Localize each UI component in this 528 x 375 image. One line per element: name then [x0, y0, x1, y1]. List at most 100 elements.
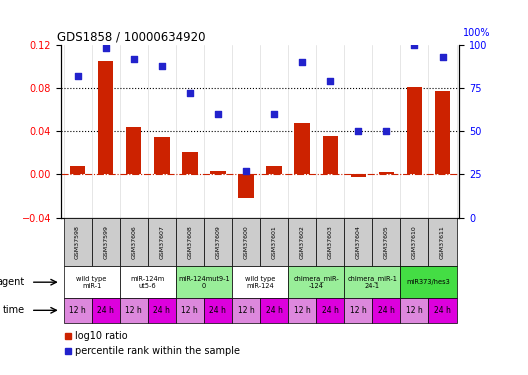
Point: [214, 111, 222, 117]
Bar: [344, 217, 372, 266]
Bar: [176, 266, 232, 298]
Point: [298, 59, 306, 65]
Point: [270, 111, 278, 117]
Text: 24 h: 24 h: [153, 306, 170, 315]
Text: GSM37611: GSM37611: [440, 225, 445, 259]
Bar: [232, 266, 288, 298]
Bar: [407, 87, 422, 174]
Bar: [148, 217, 176, 266]
Bar: [400, 266, 457, 298]
Text: wild type
miR-1: wild type miR-1: [77, 276, 107, 289]
Text: GSM37610: GSM37610: [412, 225, 417, 259]
Bar: [210, 171, 225, 174]
Text: 24 h: 24 h: [210, 306, 227, 315]
Text: 12 h: 12 h: [406, 306, 423, 315]
Point: [326, 78, 334, 84]
Bar: [63, 298, 91, 322]
Bar: [372, 217, 400, 266]
Bar: [232, 217, 260, 266]
Bar: [288, 298, 316, 322]
Bar: [238, 174, 254, 198]
Text: miR-124m
ut5-6: miR-124m ut5-6: [130, 276, 165, 289]
Bar: [126, 127, 142, 174]
Point: [382, 128, 391, 134]
Bar: [316, 298, 344, 322]
Text: GSM37606: GSM37606: [131, 225, 136, 259]
Text: 24 h: 24 h: [434, 306, 451, 315]
Bar: [120, 217, 148, 266]
Text: agent: agent: [0, 277, 25, 287]
Text: 24 h: 24 h: [97, 306, 114, 315]
Bar: [182, 152, 197, 174]
Bar: [379, 172, 394, 174]
Point: [73, 73, 82, 79]
Bar: [344, 298, 372, 322]
Point: [157, 63, 166, 69]
Bar: [176, 217, 204, 266]
Text: GSM37601: GSM37601: [271, 225, 277, 259]
Text: 12 h: 12 h: [294, 306, 310, 315]
Text: miR-124mut9-1
0: miR-124mut9-1 0: [178, 276, 230, 289]
Text: time: time: [3, 305, 25, 315]
Bar: [204, 298, 232, 322]
Text: chimera_miR-1
24-1: chimera_miR-1 24-1: [347, 275, 397, 289]
Bar: [260, 217, 288, 266]
Bar: [91, 217, 120, 266]
Bar: [429, 298, 457, 322]
Text: GSM37607: GSM37607: [159, 225, 164, 259]
Text: chimera_miR-
-124: chimera_miR- -124: [294, 275, 339, 289]
Text: GSM37599: GSM37599: [103, 225, 108, 259]
Text: 12 h: 12 h: [69, 306, 86, 315]
Text: GSM37600: GSM37600: [243, 225, 249, 259]
Point: [438, 54, 447, 60]
Text: 100%: 100%: [464, 28, 491, 38]
Bar: [316, 217, 344, 266]
Bar: [232, 298, 260, 322]
Bar: [176, 298, 204, 322]
Text: GSM37608: GSM37608: [187, 225, 192, 259]
Point: [242, 168, 250, 174]
Point: [101, 45, 110, 51]
Bar: [204, 217, 232, 266]
Bar: [288, 266, 344, 298]
Bar: [266, 166, 282, 174]
Text: GSM37598: GSM37598: [75, 225, 80, 259]
Bar: [351, 174, 366, 177]
Text: 24 h: 24 h: [322, 306, 338, 315]
Text: GSM37609: GSM37609: [215, 225, 220, 259]
Text: 12 h: 12 h: [350, 306, 366, 315]
Text: 12 h: 12 h: [238, 306, 254, 315]
Bar: [63, 217, 91, 266]
Bar: [120, 298, 148, 322]
Text: GSM37602: GSM37602: [300, 225, 305, 259]
Text: 12 h: 12 h: [125, 306, 142, 315]
Bar: [154, 136, 169, 174]
Bar: [400, 217, 429, 266]
Bar: [260, 298, 288, 322]
Bar: [295, 123, 310, 174]
Bar: [91, 298, 120, 322]
Bar: [344, 266, 400, 298]
Point: [410, 42, 419, 48]
Bar: [400, 298, 429, 322]
Bar: [98, 61, 114, 174]
Text: 24 h: 24 h: [266, 306, 282, 315]
Text: GDS1858 / 10000634920: GDS1858 / 10000634920: [56, 31, 205, 44]
Text: GSM37603: GSM37603: [328, 225, 333, 259]
Bar: [429, 217, 457, 266]
Bar: [70, 166, 86, 174]
Bar: [148, 298, 176, 322]
Text: wild type
miR-124: wild type miR-124: [245, 276, 275, 289]
Point: [186, 90, 194, 96]
Bar: [63, 266, 120, 298]
Bar: [435, 92, 450, 174]
Bar: [323, 136, 338, 174]
Point: [354, 128, 363, 134]
Legend: log10 ratio, percentile rank within the sample: log10 ratio, percentile rank within the …: [65, 331, 240, 356]
Text: 12 h: 12 h: [182, 306, 198, 315]
Text: 24 h: 24 h: [378, 306, 395, 315]
Bar: [120, 266, 176, 298]
Bar: [288, 217, 316, 266]
Point: [129, 56, 138, 62]
Text: miR373/hes3: miR373/hes3: [407, 279, 450, 285]
